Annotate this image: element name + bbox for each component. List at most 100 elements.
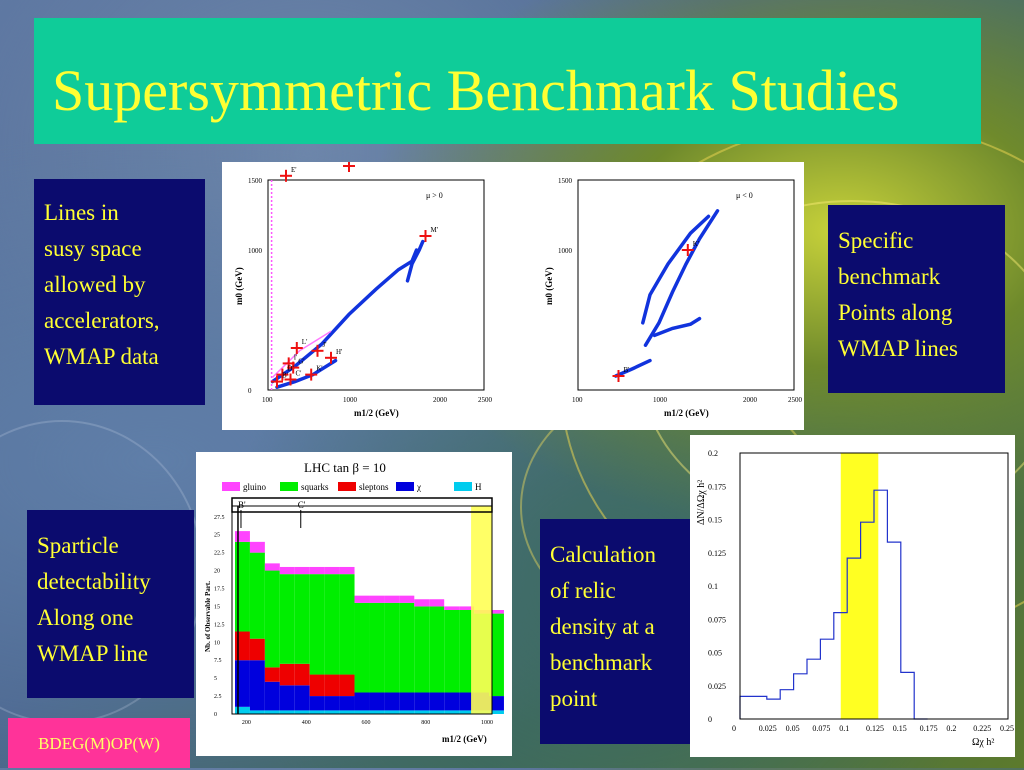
benchmark-label: M' bbox=[431, 226, 439, 234]
x-tick-label: 0.125 bbox=[866, 724, 884, 733]
benchmark-label: I' bbox=[294, 353, 298, 361]
stack-segment-sleptons bbox=[309, 674, 325, 697]
note-line: density at a bbox=[550, 614, 655, 639]
stack-segment-H bbox=[399, 710, 415, 714]
stack-segment-gluino bbox=[294, 566, 310, 575]
stack-segment-gluino bbox=[459, 606, 475, 610]
stack-segment-gluino bbox=[444, 606, 460, 610]
x-tick-label: 0.1 bbox=[839, 724, 849, 733]
stack-segment-H bbox=[294, 710, 310, 714]
stack-segment-sleptons bbox=[324, 674, 340, 697]
y-tick-label: 0.075 bbox=[708, 615, 726, 624]
note-specific-benchmark: Specific benchmark Points along WMAP lin… bbox=[828, 205, 1005, 393]
stack-segment-χ bbox=[384, 692, 400, 711]
benchmark-marker-label: C' bbox=[298, 500, 306, 510]
y-tick-label: 5 bbox=[214, 676, 217, 682]
benchmark-label: B' bbox=[624, 366, 630, 374]
legend-swatch bbox=[280, 482, 298, 491]
stack-segment-H bbox=[279, 710, 295, 714]
stack-segment-H bbox=[369, 710, 385, 714]
stack-segment-χ bbox=[264, 681, 280, 711]
stack-segment-gluino bbox=[354, 595, 370, 603]
legend-swatch bbox=[222, 482, 240, 491]
stack-segment-sleptons bbox=[279, 663, 295, 686]
x-tick-label: 800 bbox=[421, 720, 430, 726]
stack-segment-χ bbox=[249, 660, 265, 711]
y-tick-label: 0.2 bbox=[708, 449, 718, 458]
stack-segment-gluino bbox=[279, 566, 295, 575]
slide-title: Supersymmetric Benchmark Studies bbox=[52, 58, 900, 123]
y-tick-label: 10 bbox=[214, 640, 220, 646]
stack-segment-χ bbox=[339, 696, 355, 711]
marker-bracket bbox=[231, 497, 493, 513]
stack-segment-squarks bbox=[384, 602, 400, 693]
wmap-allowed-strip bbox=[643, 209, 720, 347]
stack-segment-squarks bbox=[399, 602, 415, 693]
benchmark-label: C' bbox=[296, 370, 302, 378]
y-tick-label: 0 bbox=[248, 387, 252, 395]
legend-swatch bbox=[338, 482, 356, 491]
x-tick-label: 1000 bbox=[481, 720, 493, 726]
y-tick-label: 1500 bbox=[558, 177, 573, 185]
x-tick-label: 0.2 bbox=[946, 724, 956, 733]
legend-label: gluino bbox=[243, 482, 267, 492]
wmap-allowed-strip bbox=[614, 358, 652, 378]
title-banner: Supersymmetric Benchmark Studies bbox=[34, 18, 981, 144]
benchmark-label: G' bbox=[298, 358, 304, 366]
y-tick-label: 0 bbox=[214, 712, 217, 718]
legend-label: squarks bbox=[301, 482, 329, 492]
note-line: susy space bbox=[44, 236, 142, 261]
y-tick-label: 15 bbox=[214, 604, 220, 610]
stack-segment-H bbox=[249, 710, 265, 714]
y-tick-label: 0.05 bbox=[708, 649, 722, 658]
benchmark-label: E' bbox=[291, 166, 297, 174]
stack-segment-squarks bbox=[414, 606, 430, 693]
note-lines-in-susy-space: Lines in susy space allowed by accelerat… bbox=[34, 179, 205, 405]
stack-segment-squarks bbox=[354, 602, 370, 693]
note-line: Along one bbox=[37, 605, 134, 630]
benchmark-label: D' bbox=[287, 365, 293, 373]
y-tick-label: 20 bbox=[214, 569, 220, 575]
stack-segment-sleptons bbox=[264, 667, 280, 682]
wmap-allowed-strip bbox=[270, 248, 419, 384]
note-line: point bbox=[550, 686, 598, 711]
y-tick-label: 17.5 bbox=[214, 586, 225, 592]
stack-segment-gluino bbox=[249, 541, 265, 553]
stack-segment-χ bbox=[369, 692, 385, 711]
wmap-allowed-strip bbox=[652, 316, 702, 338]
y-tick-label: 1500 bbox=[248, 177, 263, 185]
x-tick-label: 2500 bbox=[788, 396, 803, 404]
y-tick-label: 0 bbox=[708, 715, 712, 724]
footer-label: BDEG(M)OP(W) bbox=[8, 718, 190, 768]
stack-segment-H bbox=[234, 706, 250, 714]
benchmark-label: J' bbox=[323, 341, 327, 349]
benchmark-label: H' bbox=[336, 348, 342, 356]
plot-frame bbox=[267, 179, 485, 391]
stack-segment-gluino bbox=[429, 599, 445, 607]
x-tick-label: 0.05 bbox=[786, 724, 800, 733]
x-tick-label: 100 bbox=[262, 396, 273, 404]
benchmark-label: K' bbox=[693, 240, 699, 248]
note-line: benchmark bbox=[838, 264, 941, 289]
note-line: Points along bbox=[838, 300, 953, 325]
note-line: Sparticle bbox=[37, 533, 119, 558]
stack-segment-squarks bbox=[339, 574, 355, 675]
benchmark-label: B' bbox=[282, 372, 288, 380]
note-line: Specific bbox=[838, 228, 914, 253]
stack-segment-gluino bbox=[369, 595, 385, 603]
stack-segment-χ bbox=[444, 692, 460, 711]
stack-segment-χ bbox=[489, 696, 504, 711]
note-line: allowed by bbox=[44, 272, 146, 297]
stack-segment-squarks bbox=[429, 606, 445, 693]
legend-label: H bbox=[475, 482, 482, 492]
stack-segment-χ bbox=[279, 685, 295, 711]
y-tick-label: 0.15 bbox=[708, 516, 722, 525]
stack-segment-H bbox=[309, 710, 325, 714]
x-tick-label: 0.175 bbox=[920, 724, 938, 733]
y-tick-label: 0.175 bbox=[708, 482, 726, 491]
plot-frame bbox=[739, 452, 1009, 720]
note-line: WMAP line bbox=[37, 641, 148, 666]
x-axis-label: m1/2 (GeV) bbox=[442, 734, 487, 744]
x-tick-label: 0.075 bbox=[812, 724, 830, 733]
y-axis-label: m0 (GeV) bbox=[234, 267, 244, 305]
